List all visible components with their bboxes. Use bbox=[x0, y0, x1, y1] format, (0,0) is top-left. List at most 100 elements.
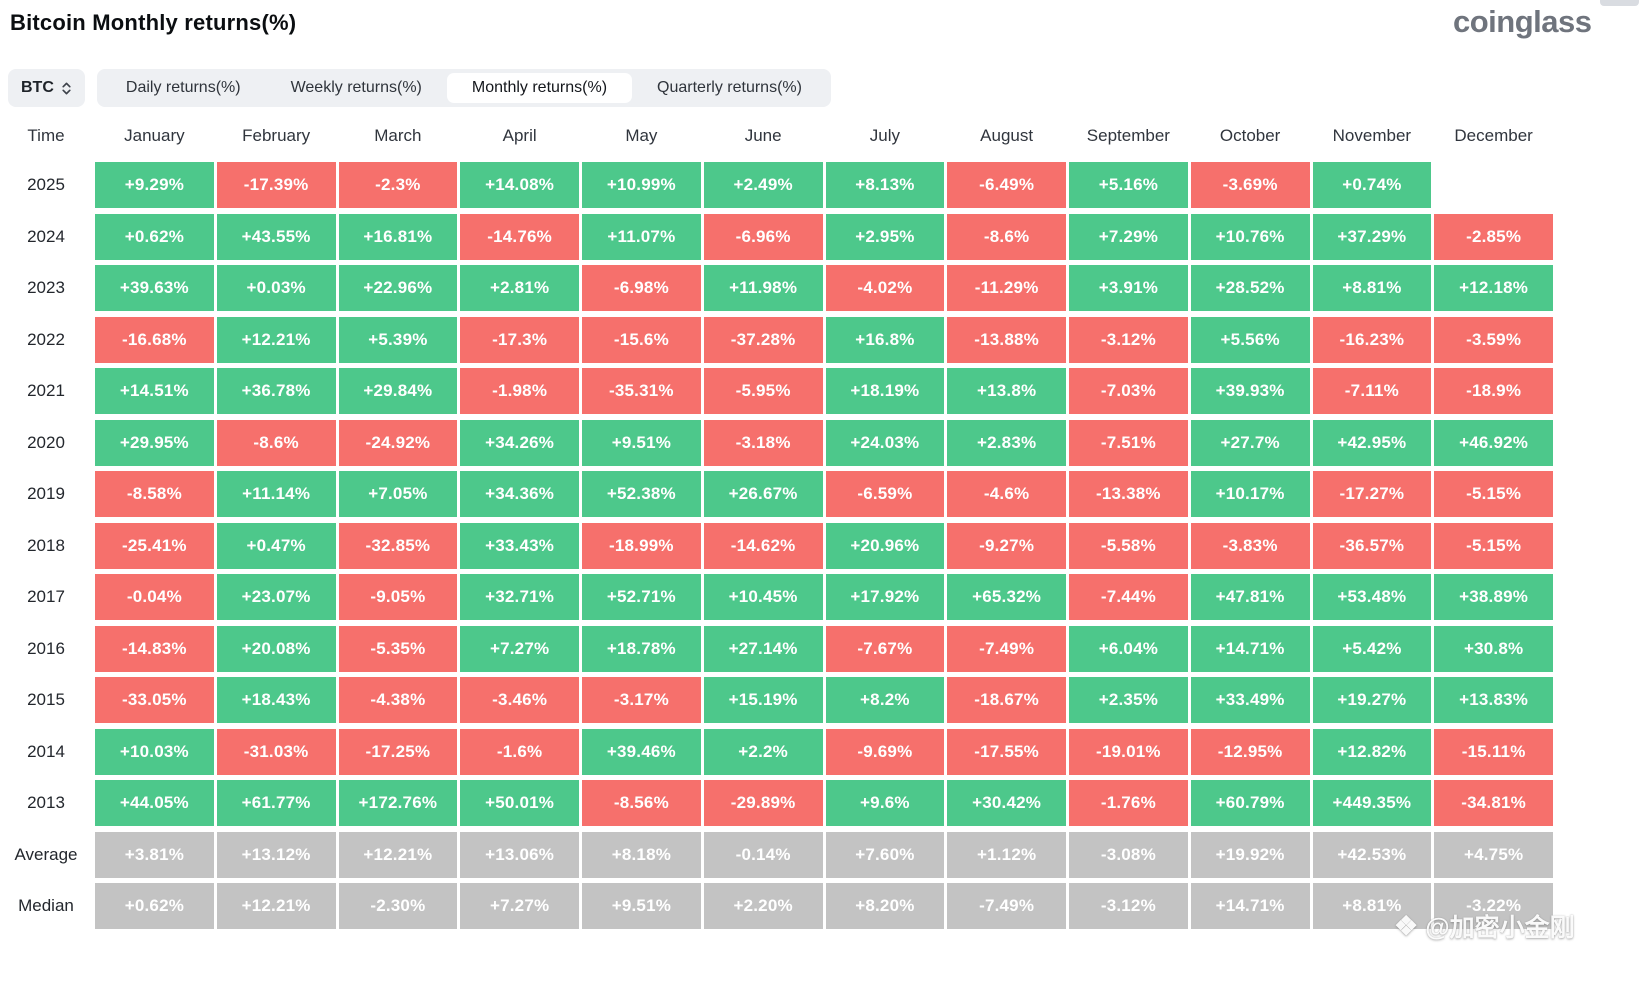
return-cell: -13.38% bbox=[1069, 471, 1188, 517]
return-cell: +10.76% bbox=[1190, 213, 1310, 260]
summary-cell: +12.21% bbox=[216, 883, 336, 929]
column-header: September bbox=[1086, 126, 1170, 145]
return-cell: +9.51% bbox=[582, 419, 701, 466]
return-cell: -35.31% bbox=[582, 368, 701, 414]
return-cell: +7.05% bbox=[338, 471, 458, 517]
return-cell: +5.39% bbox=[338, 316, 458, 363]
tab-quarterly-returns[interactable]: Quarterly returns(%) bbox=[632, 73, 827, 103]
return-cell: +14.51% bbox=[95, 368, 214, 414]
return-cell: -18.67% bbox=[947, 677, 1066, 723]
return-cell: -15.11% bbox=[1434, 728, 1553, 775]
return-cell: +0.62% bbox=[95, 213, 214, 260]
return-cell: +2.49% bbox=[703, 162, 823, 208]
return-cell: +7.27% bbox=[460, 625, 579, 672]
return-cell: +38.89% bbox=[1434, 574, 1553, 620]
row-label: 2022 bbox=[27, 329, 65, 349]
tab-monthly-returns[interactable]: Monthly returns(%) bbox=[446, 73, 633, 103]
return-cell: -18.99% bbox=[582, 522, 701, 569]
return-cell: -7.03% bbox=[1069, 368, 1188, 414]
return-cell: -17.3% bbox=[460, 316, 579, 363]
return-cell: -8.6% bbox=[216, 419, 336, 466]
summary-cell: +0.62% bbox=[95, 883, 214, 929]
return-cell: +3.91% bbox=[1069, 265, 1188, 311]
return-cell: -7.11% bbox=[1312, 368, 1432, 414]
return-cell: +22.96% bbox=[338, 265, 458, 311]
return-cell: +37.29% bbox=[1312, 213, 1432, 260]
watermark: ❖ @加密小金刚 bbox=[1394, 908, 1575, 944]
return-cell: -8.6% bbox=[947, 213, 1066, 260]
return-cell: +32.71% bbox=[460, 574, 579, 620]
return-cell: +11.14% bbox=[216, 471, 336, 517]
return-cell: +11.07% bbox=[582, 213, 701, 260]
return-cell: +2.2% bbox=[703, 728, 823, 775]
return-cell: -17.27% bbox=[1312, 471, 1432, 517]
summary-cell: +7.60% bbox=[825, 831, 945, 878]
column-header: May bbox=[625, 126, 658, 145]
return-cell: +14.08% bbox=[460, 162, 579, 208]
return-cell: +2.35% bbox=[1069, 677, 1188, 723]
return-cell: +2.83% bbox=[947, 419, 1066, 466]
return-cell: +14.71% bbox=[1190, 625, 1310, 672]
tab-weekly-returns[interactable]: Weekly returns(%) bbox=[266, 73, 447, 103]
return-cell: +5.42% bbox=[1312, 625, 1432, 672]
row-label: 2025 bbox=[27, 175, 65, 194]
tab-daily-returns[interactable]: Daily returns(%) bbox=[101, 73, 266, 103]
row-label: 2020 bbox=[27, 432, 65, 452]
return-cell: +50.01% bbox=[460, 780, 579, 826]
return-cell: -4.6% bbox=[947, 471, 1066, 517]
summary-cell: +3.81% bbox=[95, 831, 214, 878]
return-cell: -12.95% bbox=[1190, 728, 1310, 775]
summary-cell: -3.22% bbox=[1434, 883, 1553, 929]
return-cell: +16.81% bbox=[338, 213, 458, 260]
return-cell: -7.49% bbox=[947, 625, 1066, 672]
row-label: Median bbox=[18, 896, 74, 915]
return-cell: -5.15% bbox=[1434, 471, 1553, 517]
return-cell: +43.55% bbox=[216, 213, 336, 260]
return-cell: -36.57% bbox=[1312, 522, 1432, 569]
summary-cell: -3.08% bbox=[1069, 831, 1188, 878]
corner-artifact bbox=[1600, 0, 1639, 6]
row-label: Average bbox=[14, 844, 78, 864]
return-cell: +20.96% bbox=[825, 522, 945, 569]
summary-cell: +1.12% bbox=[947, 831, 1066, 878]
return-cell: -33.05% bbox=[95, 677, 214, 723]
return-cell: +30.42% bbox=[947, 780, 1066, 826]
return-cell: -2.85% bbox=[1434, 213, 1553, 260]
table-header-row: Time January February March April May June July… bbox=[0, 120, 1553, 152]
summary-cell: +8.81% bbox=[1312, 883, 1432, 929]
return-cell: +12.18% bbox=[1434, 265, 1553, 311]
summary-cell: +13.12% bbox=[216, 831, 336, 878]
return-cell: -4.38% bbox=[338, 677, 458, 723]
return-cell: +17.92% bbox=[825, 574, 945, 620]
return-cell: +24.03% bbox=[825, 419, 945, 466]
return-cell: +9.29% bbox=[95, 162, 214, 208]
return-cell: -2.3% bbox=[338, 162, 458, 208]
column-header: June bbox=[744, 126, 782, 145]
column-header: April bbox=[502, 126, 537, 145]
return-cell: +8.81% bbox=[1312, 265, 1432, 311]
return-cell: -3.17% bbox=[582, 677, 701, 723]
return-cell: -9.05% bbox=[338, 574, 458, 620]
return-cell bbox=[1434, 162, 1553, 208]
toolbar: BTC Daily returns(%) Weekly returns(%) M… bbox=[8, 69, 831, 107]
return-cell: +6.04% bbox=[1069, 625, 1188, 672]
page-title: Bitcoin Monthly returns(%) bbox=[10, 10, 297, 35]
return-cell: +65.32% bbox=[947, 574, 1066, 620]
return-cell: +7.29% bbox=[1069, 213, 1188, 260]
summary-cell: -2.30% bbox=[338, 883, 458, 929]
symbol-selector[interactable]: BTC bbox=[8, 69, 85, 107]
return-cell: +39.46% bbox=[582, 728, 701, 775]
return-cell: -3.46% bbox=[460, 677, 579, 723]
summary-cell: -7.49% bbox=[947, 883, 1066, 929]
return-cell: +0.03% bbox=[216, 265, 336, 311]
return-cell: +20.08% bbox=[216, 625, 336, 672]
return-cell: -5.58% bbox=[1069, 522, 1188, 569]
summary-cell: +7.27% bbox=[460, 883, 579, 929]
return-cell: +9.6% bbox=[825, 780, 945, 826]
return-cell: +34.36% bbox=[460, 471, 579, 517]
return-cell: +10.03% bbox=[95, 728, 214, 775]
column-header: November bbox=[1332, 126, 1412, 145]
return-cell: -24.92% bbox=[338, 419, 458, 466]
return-cell: +52.71% bbox=[582, 574, 701, 620]
return-cell: +172.76% bbox=[338, 780, 458, 826]
